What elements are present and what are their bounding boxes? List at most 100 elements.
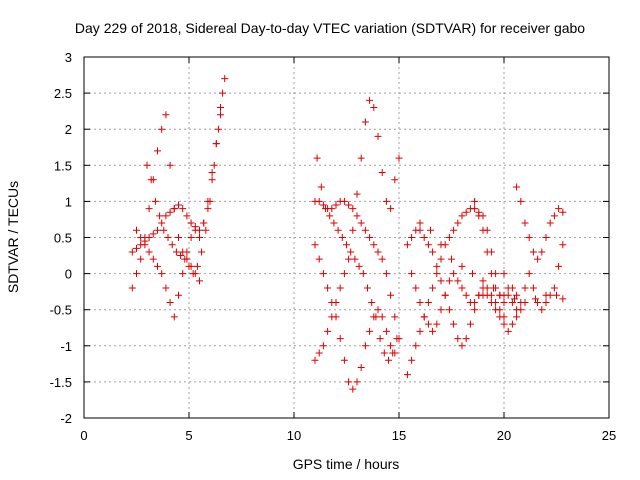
data-point	[170, 205, 178, 213]
data-point	[471, 306, 479, 314]
data-point	[445, 306, 453, 314]
data-point	[412, 342, 420, 350]
data-point	[555, 262, 563, 270]
data-point	[508, 320, 516, 328]
series-sat-g	[311, 241, 399, 393]
data-point	[508, 284, 516, 292]
data-point	[336, 335, 344, 343]
chart-title: Day 229 of 2018, Sidereal Day-to-day VTE…	[75, 20, 585, 36]
data-point	[198, 248, 206, 256]
data-point	[319, 342, 327, 350]
data-point	[158, 270, 166, 278]
data-point	[378, 169, 386, 177]
data-point	[343, 241, 350, 249]
data-point	[513, 291, 521, 299]
data-point	[366, 96, 374, 104]
series-sat-i	[403, 205, 508, 379]
data-point	[496, 313, 504, 321]
x-tick-label: 0	[80, 428, 87, 443]
data-point	[546, 291, 554, 299]
data-point	[469, 270, 476, 278]
data-point	[366, 234, 374, 241]
data-point	[500, 270, 508, 278]
data-point	[513, 183, 521, 191]
data-point	[517, 298, 525, 306]
axis-ticks: 0 5 10 15 20 25 -2 -1.5 -1 -0.5 0 0.5 1 1.5 2 2.5 3	[50, 50, 617, 443]
data-point	[214, 125, 222, 133]
data-point	[164, 234, 172, 241]
series-sat-n	[513, 183, 567, 263]
x-tick-label: 25	[602, 428, 616, 443]
data-point	[357, 219, 365, 227]
y-tick-label: -2	[60, 411, 72, 426]
data-point	[324, 327, 332, 335]
data-point	[450, 226, 458, 234]
data-point	[311, 241, 319, 249]
data-point	[361, 226, 369, 234]
series-sat-c	[133, 111, 224, 321]
data-point	[133, 226, 140, 234]
data-point	[553, 291, 560, 299]
data-point	[513, 313, 521, 321]
data-point	[403, 371, 411, 379]
data-point	[349, 385, 357, 393]
data-point	[149, 255, 157, 263]
series-sat-h	[313, 154, 401, 364]
data-point	[355, 262, 363, 270]
y-tick-label: 3	[65, 50, 72, 65]
data-point	[542, 298, 550, 306]
data-point	[550, 212, 558, 220]
x-tick-label: 20	[497, 428, 511, 443]
data-point	[166, 208, 174, 216]
data-point	[550, 284, 558, 292]
data-point	[196, 234, 203, 241]
data-point	[433, 270, 441, 278]
data-point	[340, 197, 348, 205]
data-point	[389, 349, 397, 357]
data-point	[162, 284, 170, 292]
data-point	[378, 313, 386, 321]
data-point	[385, 356, 392, 364]
data-point	[471, 298, 479, 306]
data-point	[193, 262, 201, 270]
data-point	[416, 226, 424, 234]
data-point	[361, 118, 369, 126]
data-point	[154, 262, 161, 270]
y-tick-label: -0.5	[50, 303, 72, 318]
data-point	[345, 201, 353, 209]
data-point	[416, 219, 424, 227]
data-point	[338, 234, 346, 241]
data-point	[412, 284, 420, 292]
data-point	[525, 234, 533, 241]
data-point	[324, 284, 332, 292]
data-point	[372, 313, 380, 321]
data-point	[315, 197, 323, 205]
data-point	[177, 252, 185, 260]
data-point	[160, 226, 168, 234]
data-point	[374, 132, 382, 140]
data-point	[210, 161, 218, 169]
data-point	[380, 349, 388, 357]
data-point	[458, 342, 466, 350]
data-point	[347, 248, 355, 256]
data-point	[179, 205, 187, 213]
data-point	[206, 197, 214, 205]
data-point	[433, 320, 441, 328]
data-point	[462, 208, 470, 216]
data-point	[368, 298, 376, 306]
data-point	[172, 248, 180, 256]
data-point	[416, 327, 424, 335]
data-point	[149, 230, 157, 238]
data-point	[370, 241, 378, 249]
data-point	[191, 226, 199, 234]
data-point	[454, 277, 462, 285]
series-sat-f	[311, 96, 403, 364]
data-point	[183, 248, 191, 256]
data-point	[458, 262, 466, 270]
data-point	[458, 212, 466, 220]
data-point	[382, 197, 390, 205]
data-point	[408, 234, 416, 241]
data-point	[429, 284, 437, 292]
data-point	[162, 212, 170, 220]
data-point	[479, 226, 487, 234]
